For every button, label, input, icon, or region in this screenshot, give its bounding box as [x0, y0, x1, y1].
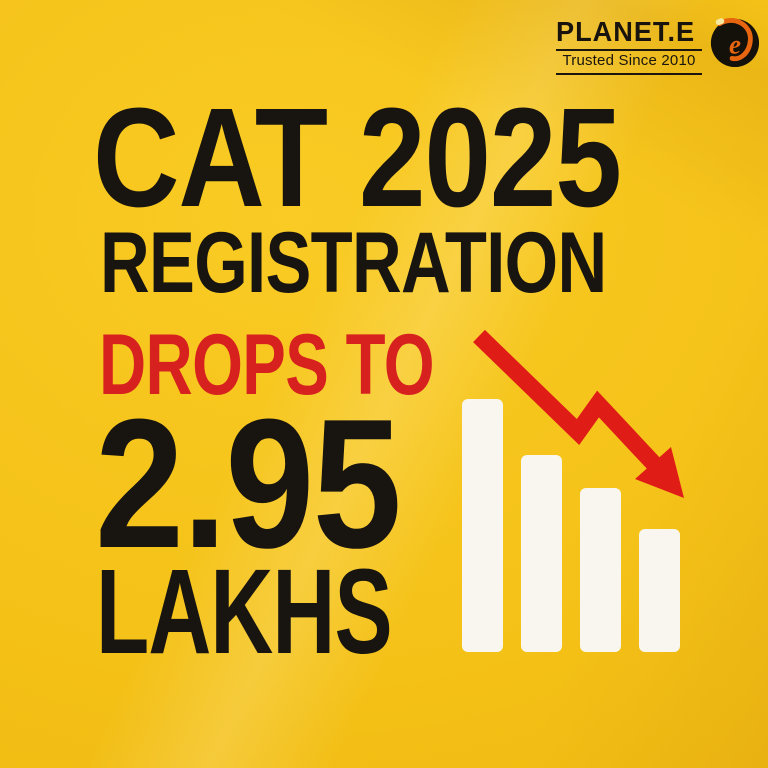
- chart-bar: [521, 455, 562, 652]
- svg-text:e: e: [729, 30, 741, 60]
- logo-rule-top: [556, 49, 702, 51]
- brand-tagline: Trusted Since 2010: [562, 52, 696, 69]
- headline-emphasis: DROPS TO: [99, 317, 435, 413]
- brand-logo: PLANET.E Trusted Since 2010 e: [556, 18, 760, 77]
- headline-line1: CAT 2025: [93, 78, 622, 236]
- brand-logo-text: PLANET.E Trusted Since 2010: [556, 18, 702, 77]
- headline-figure-unit: LAKHS: [96, 543, 393, 679]
- headline-figure: 2.95: [95, 380, 402, 586]
- brand-emblem-icon: e: [708, 16, 760, 68]
- chart-bar: [639, 529, 680, 652]
- chart-bar: [462, 399, 503, 652]
- flame-e-icon: e: [710, 18, 760, 68]
- bar-chart: [462, 399, 680, 652]
- chart-bar: [580, 488, 621, 652]
- headline-line2: REGISTRATION: [100, 215, 607, 311]
- brand-name: PLANET.E: [556, 16, 696, 47]
- logo-rule-bottom: [556, 72, 702, 75]
